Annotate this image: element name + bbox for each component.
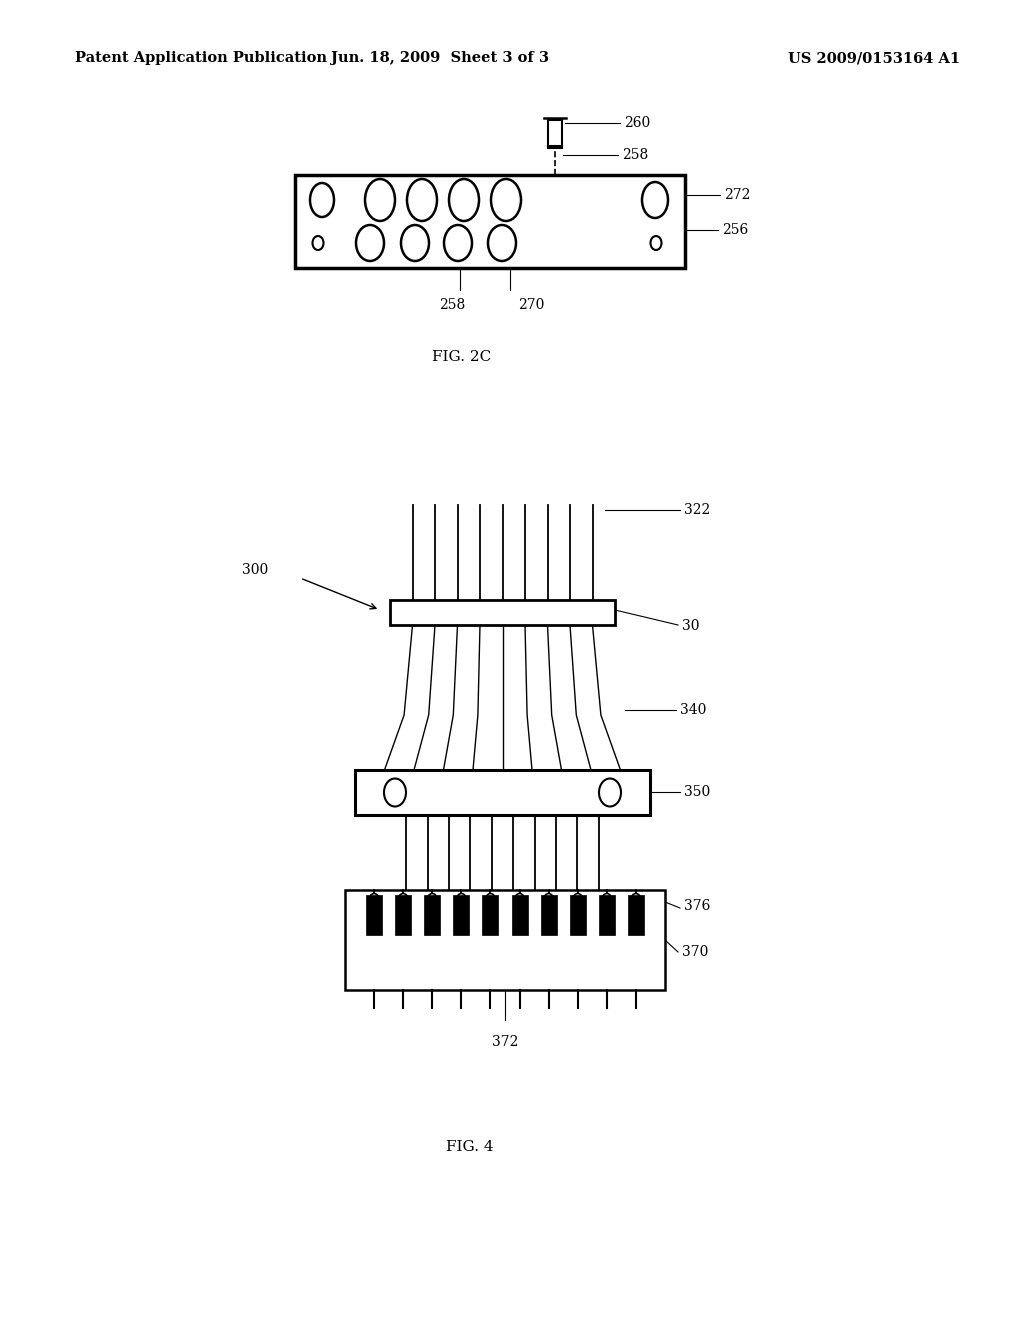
Bar	[355, 770, 650, 814]
Ellipse shape	[312, 236, 324, 249]
Bar	[599, 895, 614, 935]
Ellipse shape	[485, 894, 496, 907]
Bar	[367, 895, 382, 935]
Ellipse shape	[365, 180, 395, 220]
Ellipse shape	[449, 180, 479, 220]
Bar	[295, 176, 685, 268]
Ellipse shape	[310, 183, 334, 216]
Ellipse shape	[457, 894, 466, 907]
Ellipse shape	[631, 894, 641, 907]
Text: 30: 30	[682, 619, 699, 634]
Ellipse shape	[514, 894, 524, 907]
Ellipse shape	[650, 236, 662, 249]
Bar	[345, 890, 665, 990]
Ellipse shape	[356, 224, 384, 261]
Text: FIG. 4: FIG. 4	[446, 1140, 494, 1154]
Text: 260: 260	[624, 116, 650, 129]
Bar	[569, 895, 586, 935]
Bar	[395, 895, 412, 935]
Text: 322: 322	[684, 503, 711, 517]
Ellipse shape	[401, 224, 429, 261]
Ellipse shape	[490, 180, 521, 220]
Text: 370: 370	[682, 945, 709, 960]
Ellipse shape	[369, 894, 379, 907]
Text: 300: 300	[242, 564, 268, 577]
Ellipse shape	[572, 894, 583, 907]
Text: US 2009/0153164 A1: US 2009/0153164 A1	[787, 51, 961, 65]
Bar	[390, 601, 615, 624]
Ellipse shape	[602, 894, 611, 907]
Ellipse shape	[398, 894, 409, 907]
Ellipse shape	[488, 224, 516, 261]
Bar	[454, 895, 469, 935]
Text: 258: 258	[439, 298, 465, 312]
Bar	[548, 120, 562, 148]
Text: 272: 272	[724, 187, 751, 202]
Ellipse shape	[599, 779, 621, 807]
Bar	[424, 895, 440, 935]
Text: FIG. 2C: FIG. 2C	[432, 350, 492, 364]
Text: 340: 340	[680, 704, 707, 717]
Ellipse shape	[384, 779, 406, 807]
Text: 256: 256	[722, 223, 749, 238]
Text: 350: 350	[684, 785, 711, 799]
Ellipse shape	[642, 182, 668, 218]
Text: 270: 270	[518, 298, 545, 312]
Ellipse shape	[407, 180, 437, 220]
Bar	[512, 895, 527, 935]
Ellipse shape	[427, 894, 437, 907]
Text: 258: 258	[622, 148, 648, 162]
Text: 376: 376	[684, 899, 711, 913]
Text: Patent Application Publication: Patent Application Publication	[75, 51, 327, 65]
Ellipse shape	[444, 224, 472, 261]
Text: 372: 372	[492, 1035, 518, 1049]
Bar	[541, 895, 557, 935]
Bar	[482, 895, 499, 935]
Text: Jun. 18, 2009  Sheet 3 of 3: Jun. 18, 2009 Sheet 3 of 3	[331, 51, 549, 65]
Bar	[628, 895, 644, 935]
Ellipse shape	[544, 894, 554, 907]
